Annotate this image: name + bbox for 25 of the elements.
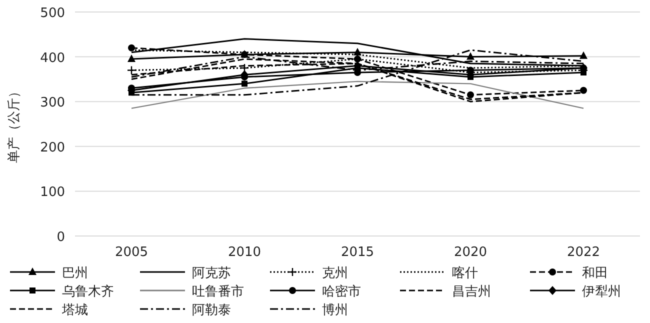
x-tick-label: 2020 [454, 245, 488, 260]
y-axis-title: 单产（公斤） [7, 85, 22, 163]
x-tick-label: 2010 [228, 245, 262, 260]
legend-label: 巴州 [62, 266, 88, 281]
y-tick-label: 200 [40, 140, 65, 156]
x-tick-label: 2015 [340, 245, 374, 260]
legend-label: 哈密市 [322, 284, 361, 300]
legend-label: 吐鲁番市 [192, 284, 244, 300]
x-tick-label: 2022 [566, 245, 600, 260]
legend-label: 昌吉州 [452, 284, 491, 300]
y-tick-label: 100 [40, 185, 65, 200]
legend-label: 乌鲁木齐 [62, 284, 114, 300]
x-tick-label: 2005 [114, 245, 148, 260]
y-tick-label: 300 [40, 96, 65, 111]
legend-label: 克州 [322, 266, 348, 281]
legend-label: 喀什 [452, 266, 478, 281]
y-tick-label: 400 [40, 50, 65, 66]
y-tick-label: 500 [40, 6, 65, 21]
legend-label: 塔城 [61, 303, 88, 318]
y-tick-label: 0 [56, 230, 65, 245]
legend-label: 伊犁州 [582, 284, 621, 300]
legend-label: 阿勒泰 [192, 303, 231, 318]
legend-label: 阿克苏 [192, 266, 231, 281]
legend-label: 博州 [322, 303, 348, 318]
legend-label: 和田 [582, 266, 608, 281]
